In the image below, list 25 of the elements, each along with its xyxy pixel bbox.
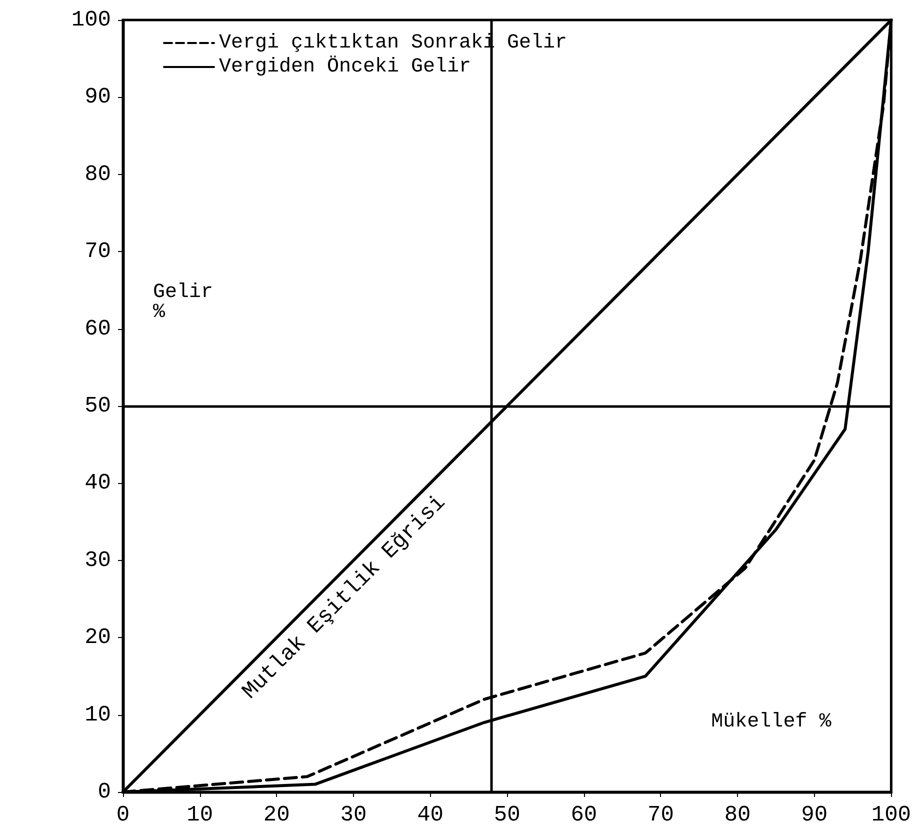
y-tick-label: 90 — [84, 84, 111, 110]
x-tick-label: 100 — [871, 802, 911, 828]
x-tick-label: 70 — [648, 802, 674, 828]
y-tick-label: 80 — [84, 162, 111, 187]
y-tick-label: 20 — [84, 625, 111, 650]
x-tick-label: 80 — [724, 802, 751, 828]
x-tick-label: 40 — [417, 802, 444, 828]
x-tick-label: 10 — [186, 802, 214, 828]
x-tick-label: 30 — [340, 802, 367, 828]
y-tick-label: 40 — [84, 470, 111, 496]
y-tick-label: 60 — [84, 316, 111, 342]
y-tick-label: 30 — [84, 548, 111, 573]
y-tick-label: 10 — [84, 702, 111, 728]
y-tick-label: 0 — [98, 780, 111, 804]
x-tick-label: 0 — [116, 802, 130, 828]
legend-label: Vergiden Önceki Gelir — [219, 56, 472, 78]
y-axis-title: Gelir % — [153, 280, 214, 324]
x-tick-label: 60 — [570, 802, 598, 828]
x-tick-label: 20 — [263, 802, 290, 828]
x-tick-label: 90 — [801, 802, 828, 828]
x-tick-label: 50 — [494, 802, 520, 828]
x-axis-title: Mükellef % — [711, 710, 832, 734]
y-tick-label: 50 — [84, 394, 111, 418]
y-tick-label: 70 — [84, 239, 111, 264]
y-tick-label: 100 — [71, 8, 111, 32]
